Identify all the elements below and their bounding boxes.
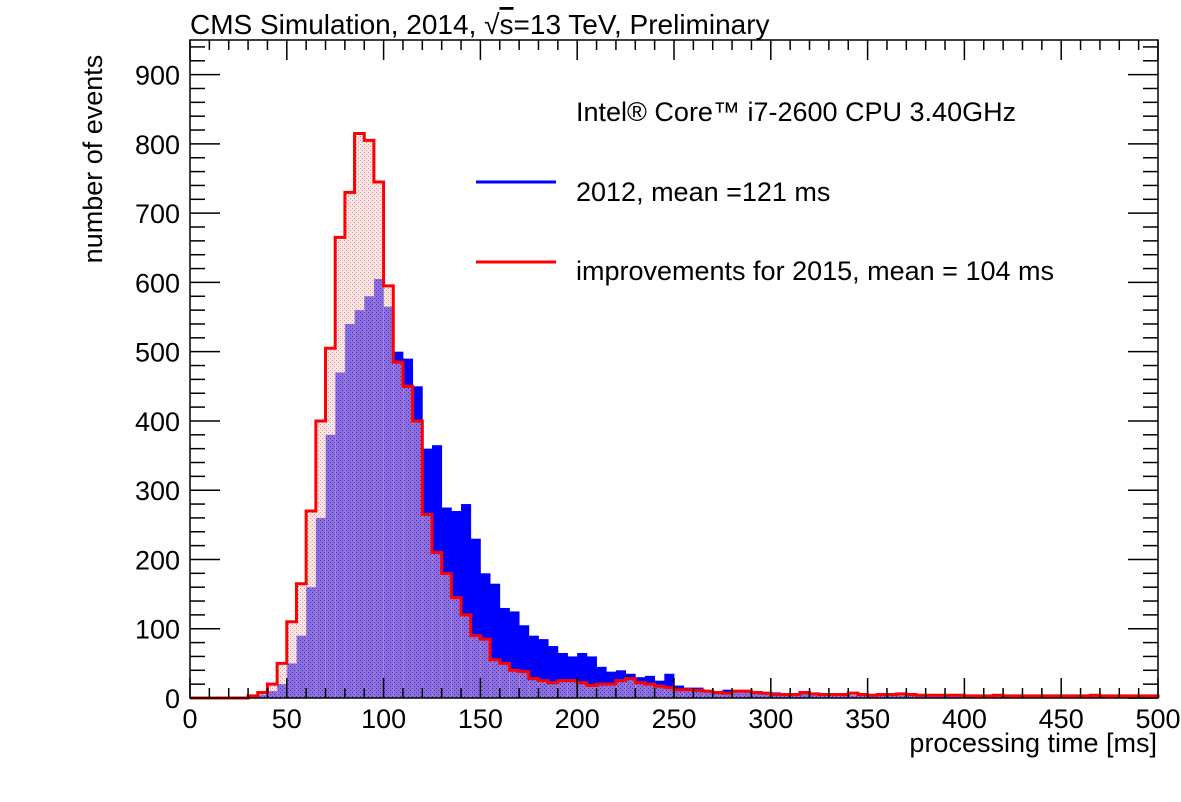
bar-2015 [267, 684, 277, 698]
legend-header: Intel® Core™ i7-2600 CPU 3.40GHz [576, 97, 1016, 127]
chart-title: CMS Simulation, 2014, √s=13 TeV, Prelimi… [190, 9, 770, 40]
bar-2015 [471, 636, 481, 698]
svg-text:CMS Simulation, 2014, √s=13 Te: CMS Simulation, 2014, √s=13 TeV, Prelimi… [190, 9, 770, 40]
bar-2015 [558, 681, 568, 698]
bar-2015 [403, 386, 413, 698]
legend-label-2012: 2012, mean =121 ms [576, 177, 830, 207]
bar-2015 [606, 684, 616, 698]
bar-2015 [616, 681, 626, 698]
bar-2015 [306, 511, 316, 698]
bar-2015 [316, 421, 326, 698]
x-tick-label: 400 [942, 704, 987, 734]
bar-2015 [277, 663, 287, 698]
title-radicand: s [500, 9, 514, 40]
bar-2015 [509, 670, 519, 698]
x-tick-label: 200 [555, 704, 600, 734]
bar-2015 [326, 348, 336, 698]
y-tick-label: 500 [135, 338, 180, 368]
y-axis-label: number of events [78, 55, 108, 264]
bar-2015 [393, 362, 403, 698]
y-tick-label: 700 [135, 199, 180, 229]
bar-2015 [335, 237, 345, 698]
bar-2015 [287, 622, 297, 698]
x-tick-label: 0 [182, 704, 197, 734]
x-tick-label: 50 [272, 704, 302, 734]
bar-2015 [296, 584, 306, 698]
bar-2015 [587, 686, 597, 698]
x-tick-label: 100 [361, 704, 406, 734]
y-tick-label: 0 [165, 684, 180, 714]
y-tick-label: 900 [135, 61, 180, 91]
x-tick-label: 150 [458, 704, 503, 734]
bar-2015 [548, 683, 558, 698]
bar-2015 [355, 134, 365, 698]
x-tick-label: 500 [1135, 704, 1180, 734]
bar-2015 [490, 660, 500, 698]
y-tick-label: 300 [135, 476, 180, 506]
y-tick-label: 600 [135, 268, 180, 298]
y-tick-label: 100 [135, 615, 180, 645]
x-tick-label: 300 [748, 704, 793, 734]
y-tick-label: 800 [135, 130, 180, 160]
x-tick-label: 250 [651, 704, 696, 734]
x-tick-label: 450 [1039, 704, 1084, 734]
x-tick-label: 350 [845, 704, 890, 734]
bar-2015 [345, 192, 355, 698]
legend: Intel® Core™ i7-2600 CPU 3.40GHz 2012, m… [476, 97, 1054, 286]
legend-label-2015: improvements for 2015, mean = 104 ms [576, 256, 1054, 286]
y-tick-label: 400 [135, 407, 180, 437]
y-tick-label: 200 [135, 545, 180, 575]
bar-2015 [364, 140, 374, 698]
bar-2015 [597, 684, 607, 698]
